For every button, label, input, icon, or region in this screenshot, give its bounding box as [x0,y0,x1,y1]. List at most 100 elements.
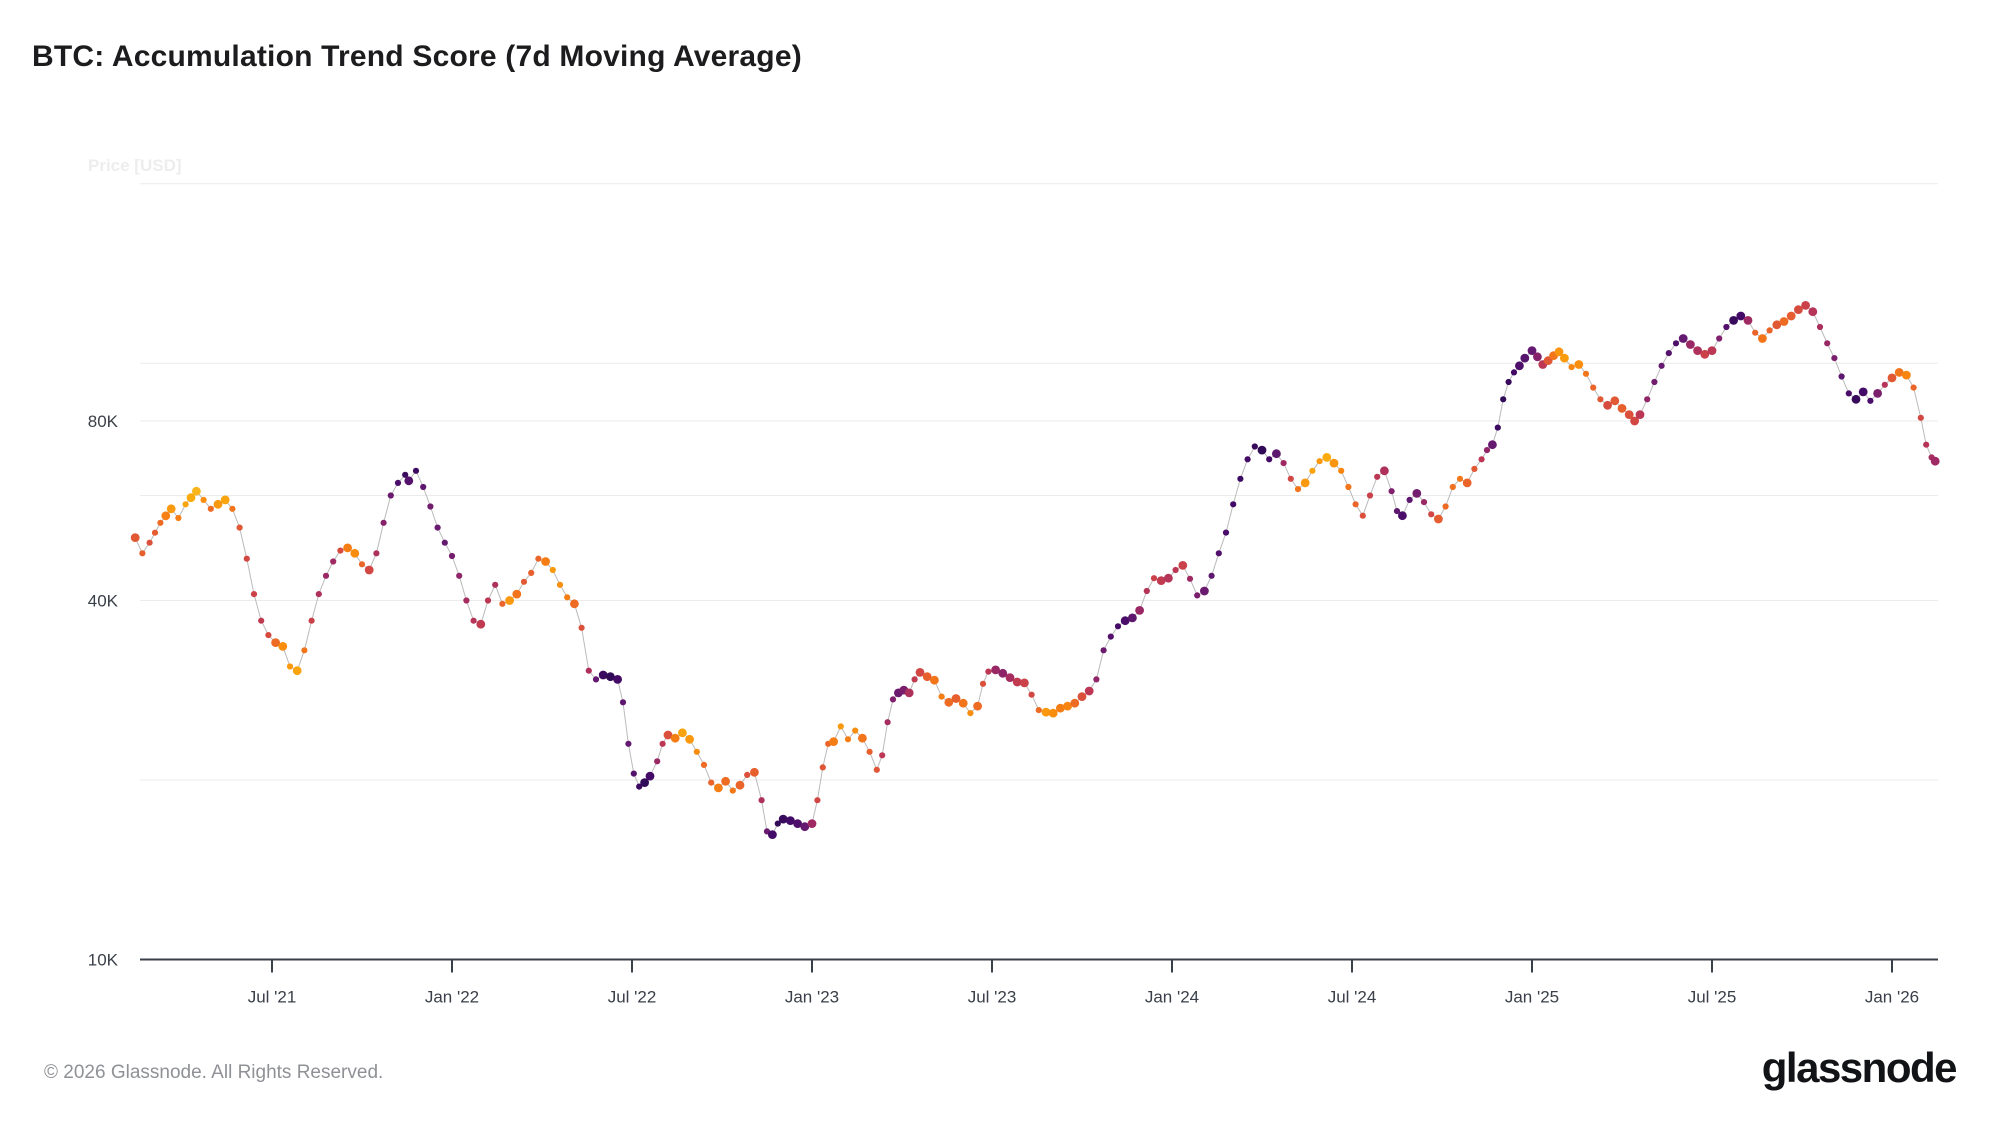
data-point[interactable] [182,501,189,508]
data-point[interactable] [979,680,987,687]
data-point[interactable] [729,787,736,794]
data-point[interactable] [758,797,765,804]
data-point[interactable] [1845,390,1852,397]
data-point[interactable] [492,581,499,588]
data-point[interactable] [192,486,201,496]
data-point[interactable] [157,519,164,526]
data-point[interactable] [578,624,585,631]
data-point[interactable] [1388,488,1395,495]
data-point[interactable] [1510,369,1518,376]
data-point[interactable] [774,820,781,827]
data-point[interactable] [1651,378,1658,386]
data-point[interactable] [930,675,939,685]
data-point[interactable] [1560,353,1569,363]
data-point[interactable] [1150,575,1158,582]
data-point[interactable] [636,783,643,790]
data-point[interactable] [556,581,564,588]
data-point[interactable] [1316,458,1323,465]
data-point[interactable] [1624,410,1634,419]
data-point[interactable] [387,492,394,499]
data-point[interactable] [1244,456,1251,463]
data-point[interactable] [922,672,932,682]
data-point[interactable] [1902,370,1911,380]
data-point[interactable] [1554,347,1564,357]
data-point[interactable] [778,814,788,824]
data-point[interactable] [1635,410,1645,419]
data-point[interactable] [1272,449,1281,459]
data-point[interactable] [619,699,627,706]
data-point[interactable] [768,830,777,839]
data-point[interactable] [476,619,486,629]
data-point[interactable] [528,569,535,577]
data-point[interactable] [1700,349,1710,359]
data-point[interactable] [161,511,171,521]
data-point[interactable] [1533,352,1542,362]
data-point[interactable] [1478,456,1485,463]
data-point[interactable] [229,505,236,512]
data-point[interactable] [220,495,230,505]
data-point[interactable] [1910,384,1917,391]
data-point[interactable] [1630,416,1639,426]
data-point[interactable] [585,667,592,674]
data-point[interactable] [654,758,661,765]
data-point[interactable] [1412,489,1422,498]
data-point[interactable] [852,727,859,734]
data-point[interactable] [1428,511,1435,518]
data-point[interactable] [1923,441,1930,448]
data-point[interactable] [337,547,344,554]
data-point[interactable] [250,591,258,598]
data-point[interactable] [663,730,673,740]
data-point[interactable] [951,694,961,703]
data-point[interactable] [1838,373,1845,380]
data-point[interactable] [1449,483,1456,491]
data-point[interactable] [1851,394,1861,404]
data-point[interactable] [1420,499,1428,506]
data-point[interactable] [744,771,751,779]
data-point[interactable] [258,617,265,624]
data-point[interactable] [1266,456,1273,463]
data-point[interactable] [1520,353,1530,363]
data-point[interactable] [1120,616,1130,626]
data-point[interactable] [505,596,514,605]
data-point[interactable] [630,770,637,777]
data-point[interactable] [350,548,360,558]
data-point[interactable] [1505,378,1512,386]
data-point[interactable] [1483,447,1491,454]
data-point[interactable] [380,519,387,526]
data-point[interactable] [412,467,420,474]
data-point[interactable] [139,550,146,557]
data-point[interactable] [700,761,708,769]
data-point[interactable] [889,696,897,703]
data-point[interactable] [1736,311,1746,321]
data-point[interactable] [613,675,622,684]
data-point[interactable] [904,688,914,698]
data-point[interactable] [1716,335,1723,342]
data-point[interactable] [1093,676,1100,683]
data-point[interactable] [793,819,802,828]
data-point[interactable] [1590,384,1597,391]
data-point[interactable] [938,693,945,700]
data-point[interactable] [1156,576,1166,585]
data-point[interactable] [678,728,687,738]
data-point[interactable] [1894,368,1904,377]
data-point[interactable] [1494,424,1501,431]
data-point[interactable] [1294,486,1302,493]
data-point[interactable] [278,642,288,651]
data-point[interactable] [1766,327,1773,334]
data-point[interactable] [146,539,153,546]
data-point[interactable] [985,668,992,675]
data-point[interactable] [873,766,880,773]
data-point[interactable] [645,771,655,781]
data-point[interactable] [292,666,302,676]
data-point[interactable] [1345,483,1352,491]
data-point[interactable] [1178,561,1188,570]
data-point[interactable] [1186,575,1194,582]
data-point[interactable] [1077,692,1087,701]
data-point[interactable] [1194,592,1201,599]
data-point[interactable] [879,752,886,759]
data-point[interactable] [1041,707,1051,717]
data-point[interactable] [911,676,918,683]
data-point[interactable] [659,740,666,747]
data-point[interactable] [402,471,409,478]
